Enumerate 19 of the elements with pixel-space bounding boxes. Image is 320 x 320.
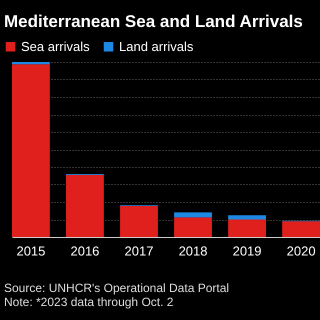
x-tick-label: 2016 <box>70 244 100 258</box>
bar <box>174 217 212 237</box>
x-tick-label: 2019 <box>232 244 262 258</box>
legend-label: Sea arrivals <box>21 38 90 54</box>
source-note: Source: UNHCR's Operational Data Portal <box>4 281 230 295</box>
x-tick-label: 2015 <box>16 244 46 258</box>
bar <box>66 174 104 237</box>
x-tick-label: 2018 <box>178 244 208 258</box>
bar <box>228 220 266 237</box>
legend-label: Land arrivals <box>119 38 194 54</box>
x-tick-label: 2017 <box>124 244 154 258</box>
bar <box>174 212 212 218</box>
bar <box>228 215 266 220</box>
bar <box>282 221 320 237</box>
text: Note: *2023 data through Oct. 2 <box>4 295 174 309</box>
x-tick-label: 2020 <box>286 244 316 258</box>
bar <box>120 206 158 237</box>
bar <box>12 64 50 237</box>
chart-title: Mediterranean Sea and Land Arrivals <box>4 12 303 31</box>
